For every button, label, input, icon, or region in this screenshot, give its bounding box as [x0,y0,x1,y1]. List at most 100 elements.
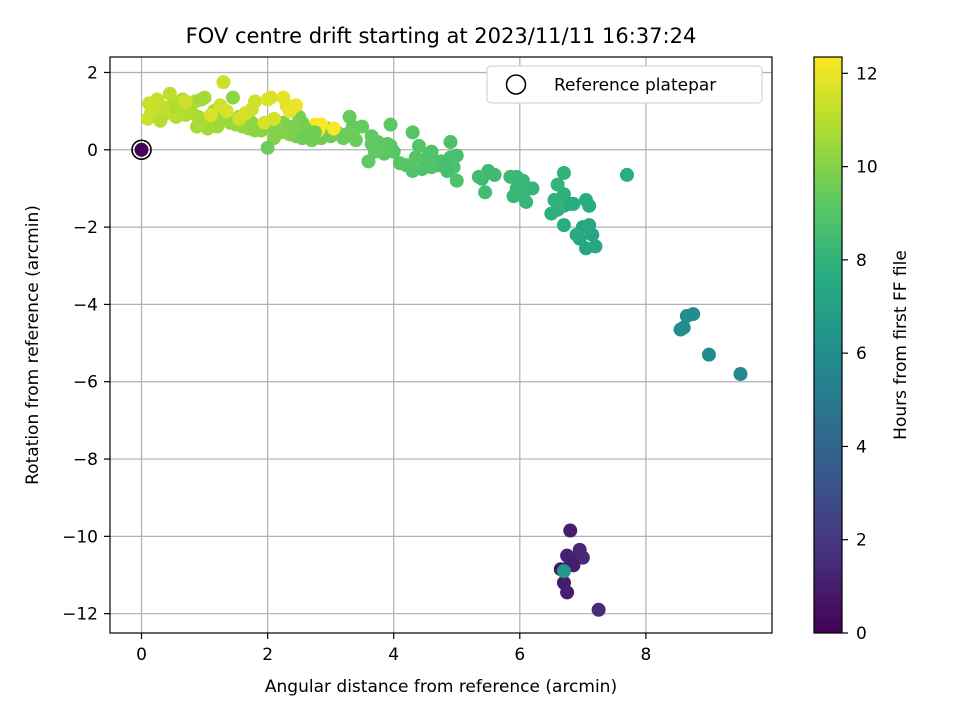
x-tick-label: 6 [514,645,525,665]
legend: Reference platepar [486,65,763,104]
scatter-point [556,564,571,579]
x-tick-label: 0 [136,645,147,665]
scatter-point [673,322,688,337]
legend-box [486,65,763,104]
scatter-point [408,150,423,165]
scatter-point [190,119,205,134]
scatter-points [134,75,748,617]
chart-title: FOV centre drift starting at 2023/11/11 … [186,24,697,48]
scatter-point [140,111,155,126]
scatter-point [383,117,398,132]
scatter-point [550,177,565,192]
scatter-point [142,96,157,111]
scatter-point [556,218,571,233]
scatter-point [575,550,590,565]
scatter-point [162,86,177,101]
scatter-point [307,125,322,140]
scatter-point [405,125,420,140]
colorbar-tick-label: 12 [856,64,878,84]
scatter-point [393,156,408,171]
scatter-point [225,90,240,105]
grid [110,57,772,633]
colorbar-gradient [813,56,843,634]
x-tick-label: 8 [640,645,651,665]
y-tick-label: −8 [73,450,98,470]
colorbar-tick-label: 6 [856,344,867,364]
scatter-point [503,169,518,184]
scatter-point [361,154,376,169]
scatter-point [364,129,379,144]
colorbar-tick-label: 10 [856,158,878,178]
reference-marker [131,139,152,161]
y-axis-ticks: −12 −10 −8 −6 −4 −2 0 2 [62,63,110,625]
scatter-point [266,111,281,126]
scatter-point [216,75,231,90]
scatter-point [563,523,578,538]
scatter-point [248,94,263,109]
scatter-point [194,92,209,107]
x-axis-ticks: 0 2 4 6 8 [136,633,651,665]
y-tick-label: −12 [62,605,98,625]
scatter-point [478,185,493,200]
scatter-point [424,160,439,175]
y-tick-label: −4 [73,295,98,315]
scatter-point [421,148,436,163]
legend-open-circle-marker [505,74,527,95]
scatter-point [219,104,234,119]
x-tick-label: 2 [262,645,273,665]
scatter-point [288,98,303,113]
scatter-point [178,94,193,109]
scatter-point [203,107,218,122]
colorbar-ticks: 0 2 4 6 8 10 12 [842,64,878,644]
scatter-point [519,194,534,209]
y-tick-label: 0 [87,141,98,161]
scatter-point [679,309,694,324]
scatter-point [560,585,575,600]
colorbar-tick-label: 0 [856,624,867,644]
scatter-point [733,366,748,381]
x-axis-label: Angular distance from reference (arcmin) [265,677,617,697]
scatter-point [512,183,527,198]
scatter-point [588,239,603,254]
scatter-point [449,148,464,163]
reference-platepar-marker [131,139,152,161]
y-tick-label: −2 [73,218,98,238]
colorbar-tick-label: 2 [856,531,867,551]
scatter-point [569,227,584,242]
scatter-point [619,167,634,182]
scatter-point [582,218,597,233]
scatter-point [525,181,540,196]
scatter-point [443,135,458,150]
x-tick-label: 4 [388,645,399,665]
scatter-point [556,165,571,180]
scatter-point [701,347,716,362]
scatter-point [134,142,149,157]
scatter-point [471,169,486,184]
y-tick-label: −6 [73,373,98,393]
plot-frame [109,56,773,634]
scatter-point [260,140,275,155]
y-tick-label: 2 [87,63,98,83]
scatter-point [544,206,559,221]
colorbar-tick-label: 8 [856,251,867,271]
scatter-point [563,196,578,211]
scatter-point [295,131,310,146]
colorbar-label: Hours from first FF file [891,250,911,440]
y-axis-label: Rotation from reference (arcmin) [23,205,43,485]
scatter-point [582,198,597,213]
scatter-point [449,173,464,188]
scatter-point [326,121,341,136]
scatter-point [342,109,357,124]
scatter-point [411,138,426,153]
scatter-point [591,602,606,617]
scatter-point [153,113,168,128]
colorbar: 0 2 4 6 8 10 12 Hours from first FF file [813,56,911,644]
y-tick-label: −10 [62,527,98,547]
colorbar-tick-label: 4 [856,437,867,457]
scatter-point [345,127,360,142]
scatter-point [263,90,278,105]
scatter-point [355,119,370,134]
legend-entry-label: Reference platepar [554,76,716,96]
